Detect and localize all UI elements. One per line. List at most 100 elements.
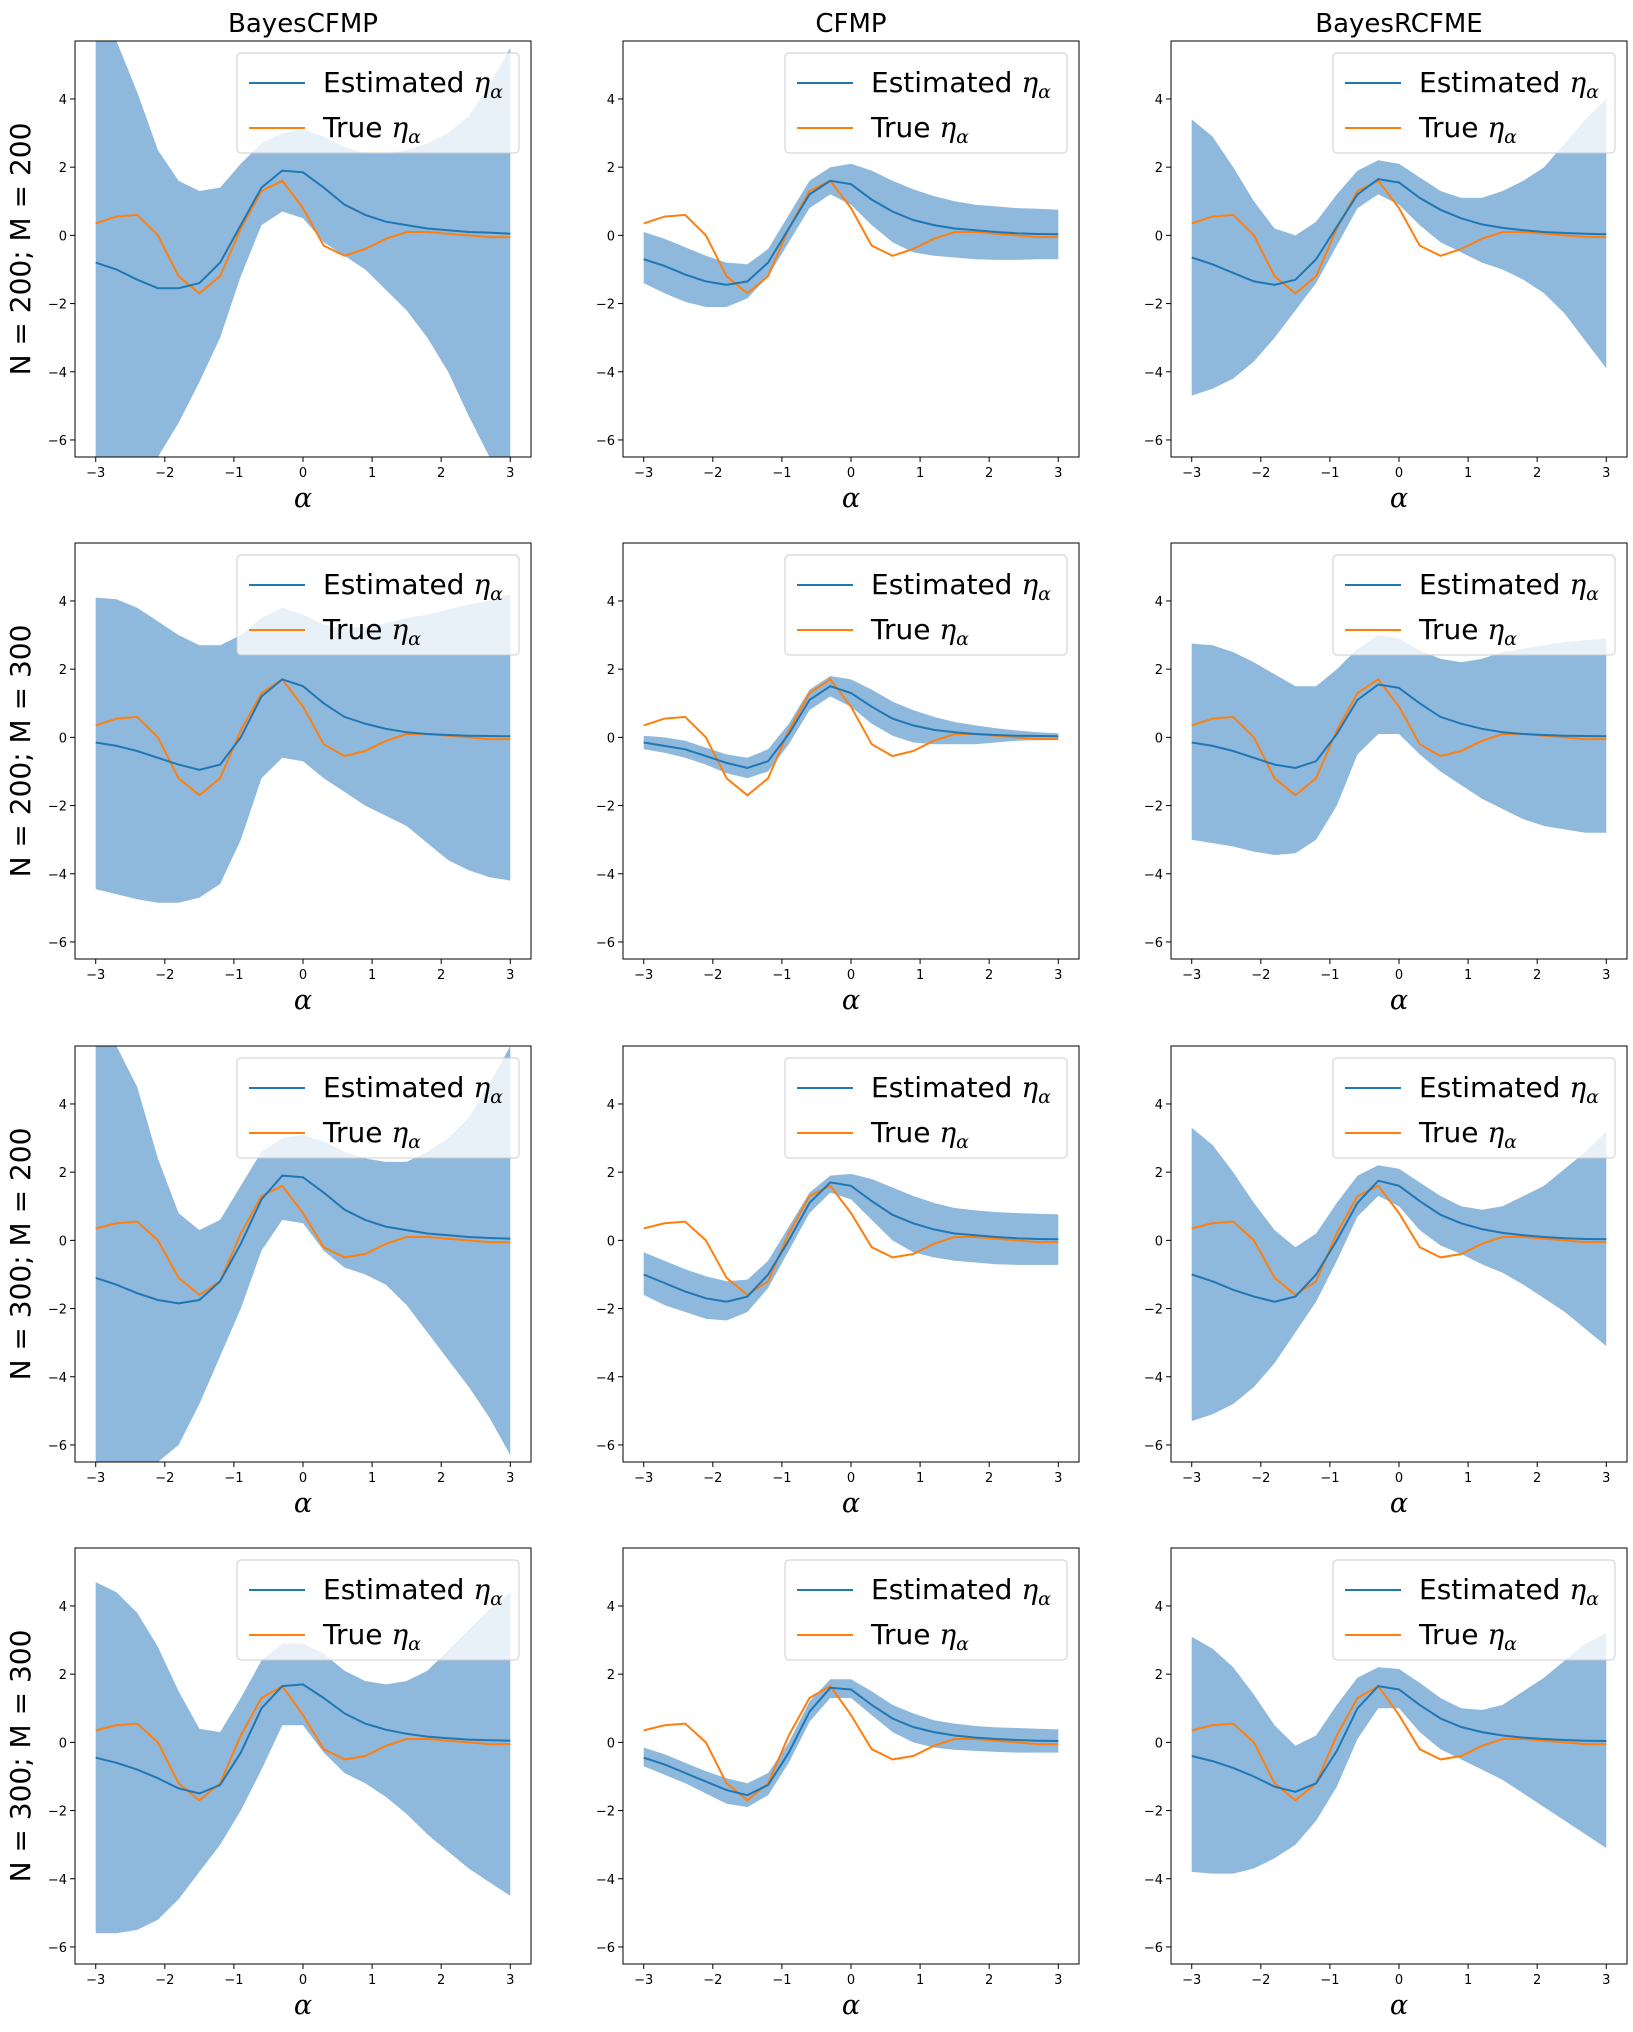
credible-band	[95, 1582, 511, 1934]
x-tick-label: 3	[1602, 1471, 1610, 1486]
x-axis-label: α	[1390, 1990, 1408, 2021]
y-tick-label: −4	[596, 1371, 615, 1386]
legend-label: True ηα	[870, 1618, 969, 1655]
y-tick-label: 4	[1155, 1600, 1163, 1615]
column-title: CFMP	[815, 9, 886, 39]
y-tick-label: −6	[1144, 434, 1163, 449]
y-tick-label: −4	[596, 366, 615, 381]
y-tick-label: 0	[607, 1736, 615, 1751]
x-tick-label: 2	[1533, 968, 1541, 983]
panel: −3 −2 −1 0 1 2 3 −6 −4 −2 0 2 4 α Estimated ηα True ηα	[596, 1045, 1080, 1519]
x-tick-label: −2	[155, 1471, 174, 1486]
plot-area	[643, 1173, 1059, 1321]
legend-label: Estimated ηα	[871, 1071, 1051, 1108]
x-tick-label: −3	[86, 466, 105, 481]
legend-box	[236, 554, 520, 656]
legend-box	[784, 554, 1068, 656]
plot-area	[643, 163, 1059, 307]
panel: −3 −2 −1 0 1 2 3 −6 −4 −2 0 2 4 α Estimated ηα True ηα	[1144, 542, 1628, 1016]
x-tick-label: 1	[1464, 968, 1472, 983]
true-eta-line	[643, 179, 1059, 295]
estimated-eta-line	[95, 1683, 511, 1795]
y-tick-label: −2	[596, 1805, 615, 1820]
plot-area	[95, 41, 511, 457]
y-tick-label: 4	[607, 595, 615, 610]
x-tick-label: −1	[1320, 466, 1339, 481]
x-tick-label: −1	[1320, 1471, 1339, 1486]
y-tick-label: 0	[59, 229, 67, 244]
y-tick-label: 0	[1155, 1736, 1163, 1751]
credible-band	[1191, 635, 1607, 855]
credible-band	[643, 676, 1059, 779]
true-eta-line	[95, 179, 511, 295]
y-tick-label: 4	[607, 93, 615, 108]
x-tick-label: 2	[1533, 1973, 1541, 1988]
x-tick-label: 3	[1054, 466, 1062, 481]
legend-label: True ηα	[1418, 613, 1517, 650]
legend-box	[236, 1057, 520, 1159]
x-tick-label: −1	[1320, 968, 1339, 983]
y-tick-label: −2	[48, 800, 67, 815]
y-tick-label: 4	[59, 1600, 67, 1615]
y-tick-label: −4	[596, 868, 615, 883]
x-axis-label: α	[842, 1990, 860, 2021]
credible-band	[95, 1046, 511, 1462]
x-tick-label: −3	[86, 968, 105, 983]
x-tick-label: 2	[1533, 466, 1541, 481]
y-tick-label: 2	[607, 1166, 615, 1181]
x-tick-label: −3	[634, 1973, 653, 1988]
x-tick-label: −3	[1182, 968, 1201, 983]
x-tick-label: −2	[1251, 968, 1270, 983]
credible-band	[95, 41, 511, 457]
x-tick-label: 0	[299, 1973, 307, 1988]
y-tick-label: 2	[607, 161, 615, 176]
x-tick-label: 1	[916, 1973, 924, 1988]
credible-band	[643, 1679, 1059, 1808]
y-tick-label: 4	[1155, 595, 1163, 610]
x-tick-label: 2	[985, 1973, 993, 1988]
x-tick-label: 3	[506, 1471, 514, 1486]
x-tick-label: −1	[1320, 1973, 1339, 1988]
y-tick-label: 2	[1155, 161, 1163, 176]
legend-label: True ηα	[1418, 1116, 1517, 1153]
true-eta-line	[1191, 179, 1607, 295]
y-tick-label: 0	[607, 229, 615, 244]
legend-label: True ηα	[322, 1116, 421, 1153]
panel: −3 −2 −1 0 1 2 3 −6 −4 −2 0 2 4 α Estimated ηα True ηα	[596, 542, 1080, 1016]
true-eta-line	[1191, 1184, 1607, 1297]
x-tick-label: −1	[772, 1973, 791, 1988]
y-tick-label: −2	[596, 1303, 615, 1318]
x-tick-label: 0	[299, 968, 307, 983]
x-tick-label: 2	[985, 968, 993, 983]
x-axis-label: α	[842, 483, 860, 514]
true-eta-line	[95, 1184, 511, 1297]
plot-area	[643, 1679, 1059, 1808]
y-tick-label: 2	[1155, 1668, 1163, 1683]
y-tick-label: −2	[1144, 298, 1163, 313]
legend-label: True ηα	[322, 613, 421, 650]
x-tick-label: −1	[224, 1973, 243, 1988]
x-tick-label: 1	[916, 1471, 924, 1486]
x-tick-label: 0	[299, 466, 307, 481]
legend-box	[1332, 52, 1616, 154]
legend-label: True ηα	[322, 1618, 421, 1655]
x-axis-label: α	[1390, 483, 1408, 514]
x-tick-label: −2	[703, 968, 722, 983]
legend-box	[1332, 1559, 1616, 1661]
y-tick-label: −4	[1144, 1873, 1163, 1888]
y-tick-label: 0	[1155, 229, 1163, 244]
plot-area	[95, 594, 511, 903]
legend-label: True ηα	[1418, 111, 1517, 148]
row-title: N = 200; M = 300	[4, 625, 37, 878]
x-tick-label: 2	[437, 968, 445, 983]
y-tick-label: −6	[48, 936, 67, 951]
x-tick-label: 1	[916, 466, 924, 481]
y-tick-label: −6	[596, 936, 615, 951]
x-tick-label: 0	[1395, 968, 1403, 983]
panel: −3 −2 −1 0 1 2 3 −6 −4 −2 0 2 4 α Estimated ηα True ηα	[48, 1547, 532, 2021]
y-tick-label: 0	[607, 1234, 615, 1249]
row-title: N = 200; M = 200	[4, 123, 37, 376]
x-tick-label: −3	[86, 1973, 105, 1988]
x-tick-label: 0	[299, 1471, 307, 1486]
